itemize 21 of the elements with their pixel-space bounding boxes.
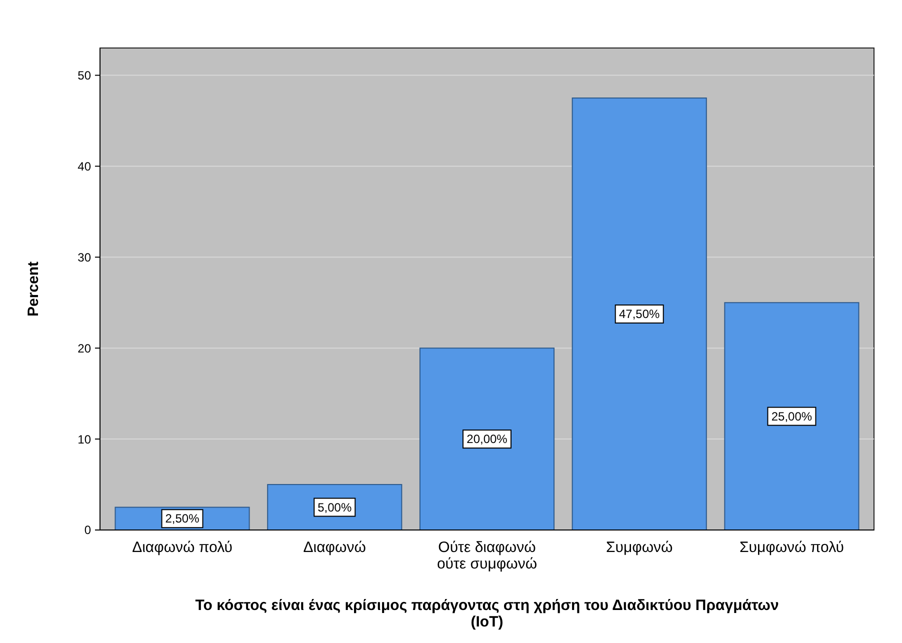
y-tick-label: 10: [78, 432, 92, 446]
data-label: 5,00%: [318, 500, 352, 514]
y-tick-label: 40: [78, 159, 92, 174]
x-tick-label: Συμφωνώ πολύ: [739, 539, 844, 556]
data-label: 20,00%: [466, 432, 508, 446]
bar: [572, 98, 707, 530]
y-tick-label: 50: [78, 68, 92, 82]
x-tick-label: Ούτε διαφωνώ ούτε συμφωνώ: [436, 539, 538, 572]
bar: [724, 302, 860, 530]
y-axis-title: Percent: [25, 261, 42, 317]
data-label: 25,00%: [771, 409, 812, 424]
x-tick-label: Συμφωνώ: [606, 539, 674, 556]
x-axis-title: Το κόστος είναι ένας κρίσιμος παράγοντας στη χρήση του Διαδικτύου Πραγμάτων (IoT): [195, 597, 779, 630]
x-tick-label: Διαφωνώ πολύ: [132, 539, 232, 556]
data-label: 47,50%: [619, 307, 660, 322]
y-tick-label: 0: [84, 523, 92, 538]
bar: [419, 348, 555, 530]
data-label: 2,50%: [165, 512, 200, 526]
y-tick-label: 20: [78, 341, 92, 356]
y-tick-label: 30: [78, 250, 92, 264]
x-tick-label: Διαφωνώ: [303, 539, 366, 556]
